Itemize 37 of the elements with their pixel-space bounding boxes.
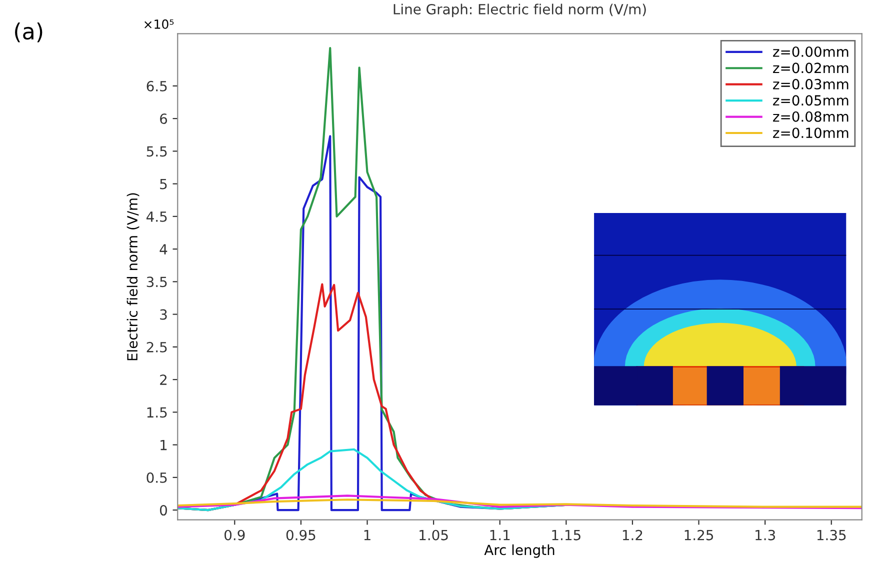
y-tick-label: 1: [160, 440, 167, 450]
y-tick-label: 0: [160, 505, 167, 516]
legend-label: z=0.10mm: [773, 128, 848, 138]
legend-label: z=0.00mm: [773, 46, 848, 57]
y-tick-label: 6.5: [146, 80, 167, 92]
chart-title: Line Graph: Electric field norm (V/m): [394, 4, 646, 18]
x-tick-label: 1.1: [490, 530, 510, 540]
x-tick-label: 1.25: [684, 530, 714, 540]
y-tick-label: 4.5: [146, 212, 167, 222]
y-axis-title: Electric field norm (V/m): [126, 193, 140, 360]
x-tick-label: 0.9: [224, 530, 245, 540]
legend-label: z=0.02mm: [773, 62, 848, 74]
line-series: [178, 494, 862, 510]
y-tick-label: 3: [160, 309, 167, 320]
y-tick-label: 1.5: [147, 407, 167, 418]
y-tick-label: 5.5: [146, 146, 167, 157]
y-tick-label: 3.5: [146, 276, 167, 288]
legend-label: z=0.08mm: [773, 111, 848, 122]
x-tick-label: 1.2: [622, 530, 642, 540]
x-tick-label: 1.05: [420, 530, 448, 540]
y-tick-label: 5: [160, 178, 167, 190]
y-tick-label: 6: [160, 114, 168, 124]
text: ×10⁵: [144, 19, 174, 29]
x-tick-label: 1.3: [756, 530, 776, 540]
legend-label: z=0.05mm: [773, 95, 848, 106]
y-tick-label: 2: [160, 374, 167, 385]
x-axis-title: Arc length: [484, 544, 554, 558]
x-tick-label: 0.95: [286, 530, 316, 540]
x-tick-label: 1.35: [817, 530, 846, 540]
text: (a): [15, 22, 42, 42]
x-tick-label: 1.15: [552, 530, 580, 540]
line-series: [178, 498, 862, 508]
legend-label: z=0.03mm: [773, 78, 848, 90]
x-tick-label: 1: [364, 530, 370, 540]
y-tick-label: 0.5: [146, 472, 167, 483]
y-tick-label: 4: [160, 244, 168, 254]
y-tick-label: 2.5: [146, 342, 167, 352]
